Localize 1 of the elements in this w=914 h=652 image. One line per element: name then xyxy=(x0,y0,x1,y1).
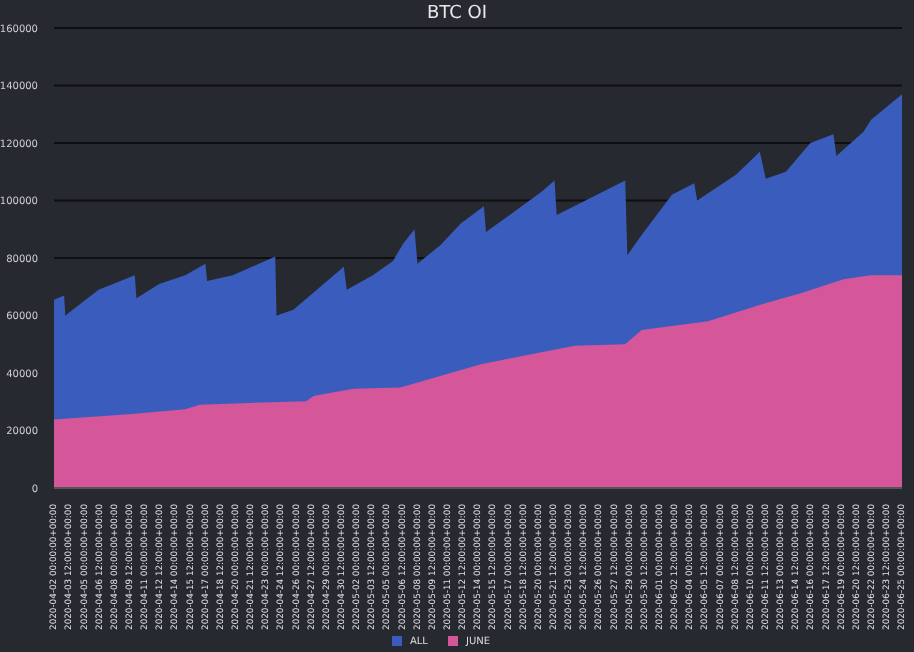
chart-title: BTC OI xyxy=(424,4,490,24)
